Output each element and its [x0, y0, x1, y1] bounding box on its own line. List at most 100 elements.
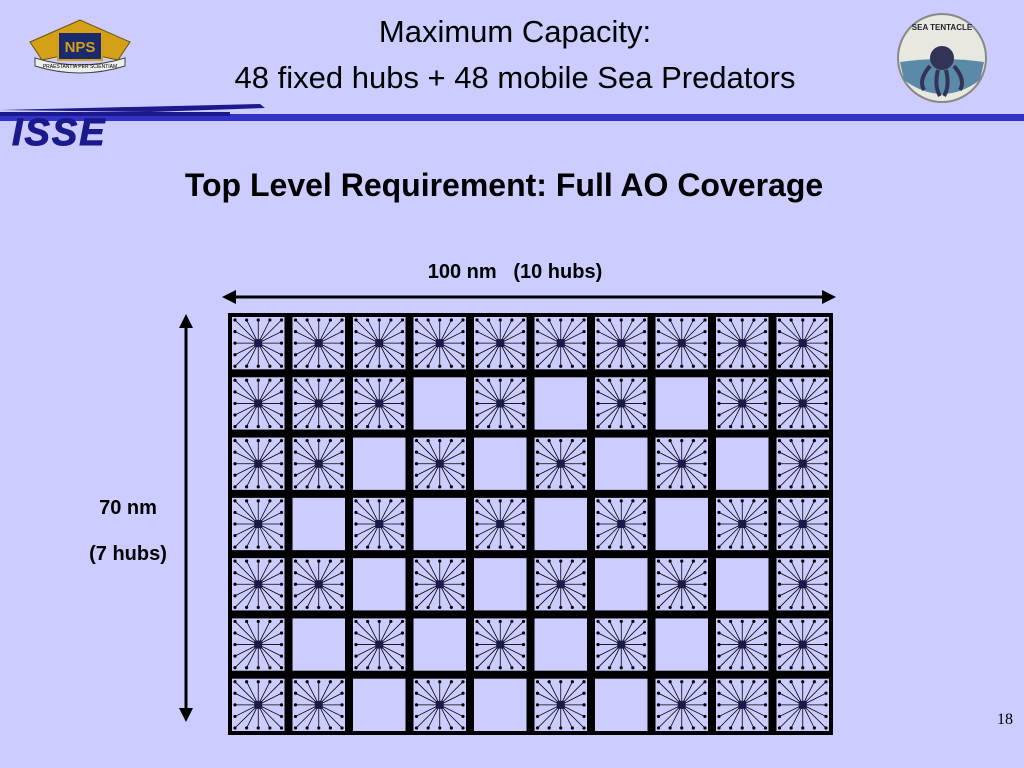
sensor-node: [400, 631, 405, 635]
sensor-node: [461, 571, 465, 575]
sensor-node: [449, 680, 453, 684]
sensor-node: [777, 353, 782, 357]
sensor-node: [812, 499, 816, 503]
sensor-node: [293, 559, 298, 563]
sensor-node: [279, 341, 284, 345]
sensor-node: [233, 642, 237, 647]
hub: [738, 640, 747, 649]
width-arrow: [222, 290, 836, 304]
sensor-node: [777, 631, 782, 635]
sensor-node: [487, 545, 491, 549]
sensor-node: [570, 726, 574, 730]
sensor-node: [824, 499, 828, 503]
sensor-node: [377, 666, 381, 670]
sensor-node: [510, 378, 514, 382]
sensor-node: [366, 378, 370, 382]
sensor-node: [475, 353, 479, 357]
sensor-node: [340, 473, 344, 477]
sensor-node: [824, 413, 828, 417]
sensor-node: [570, 605, 574, 610]
sensor-node: [582, 691, 586, 695]
sensor-node: [547, 318, 551, 322]
sensor-node: [414, 703, 419, 707]
sensor-node: [475, 364, 479, 368]
sensor-node: [691, 438, 695, 443]
sensor-node: [414, 594, 419, 598]
sensor-node: [293, 703, 298, 707]
sensor-node: [233, 353, 237, 357]
sensor-node: [377, 364, 381, 368]
sensor-node: [717, 714, 721, 719]
sensor-node: [461, 438, 465, 443]
sensor-node: [582, 485, 586, 489]
sensor-node: [824, 364, 828, 368]
sensor-node: [293, 594, 298, 598]
grid-cell: [232, 377, 285, 430]
sensor-node: [559, 680, 563, 684]
sensor-node: [233, 450, 237, 454]
sensor-node: [414, 353, 419, 357]
sensor-node: [596, 424, 600, 429]
grid-cell: [232, 618, 285, 671]
grid-cell: [353, 678, 406, 731]
sensor-node: [461, 714, 465, 719]
sensor-node: [233, 329, 237, 334]
sensor-node: [354, 666, 358, 670]
sensor-node: [547, 726, 551, 730]
sensor-node: [631, 364, 635, 368]
sensor-node: [824, 353, 828, 357]
cell-bg: [292, 497, 345, 551]
sensor-node: [729, 680, 733, 684]
sensor-node: [812, 378, 816, 382]
sensor-node: [801, 619, 805, 624]
sensor-node: [340, 450, 344, 454]
sensor-node: [535, 703, 540, 707]
hub: [798, 399, 807, 408]
sensor-node: [752, 666, 756, 670]
sensor-node: [812, 424, 816, 429]
sensor-node: [354, 401, 358, 406]
sensor-node: [340, 680, 344, 684]
sensor-node: [305, 559, 309, 563]
sensor-node: [582, 364, 586, 368]
hub: [617, 640, 626, 649]
sensor-node: [245, 499, 249, 503]
sensor-node: [475, 666, 479, 670]
grid-cell: [232, 437, 285, 490]
sensor-node: [400, 522, 405, 526]
sensor-node: [619, 619, 623, 624]
sensor-node: [256, 485, 260, 489]
sensor-node: [777, 522, 782, 526]
sensor-node: [777, 680, 782, 684]
sensor-node: [400, 341, 405, 345]
sensor-node: [717, 318, 721, 322]
sensor-node: [233, 594, 237, 598]
cell-bg: [474, 437, 527, 490]
cell-bg: [413, 497, 466, 551]
hub: [677, 700, 686, 709]
sensor-node: [789, 485, 793, 489]
sensor-node: [547, 680, 551, 684]
grid-cell: [292, 497, 345, 551]
sensor-node: [245, 666, 249, 670]
grid-cell: [292, 437, 345, 490]
sensor-node: [596, 499, 600, 503]
sensor-node: [354, 499, 358, 503]
sensor-node: [354, 631, 358, 635]
grid-cell: [776, 558, 829, 611]
sensor-node: [279, 473, 284, 477]
sensor-node: [279, 485, 284, 489]
isse-text: ISSE: [12, 112, 107, 154]
sensor-node: [340, 318, 344, 322]
sensor-node: [340, 571, 344, 575]
grid-cell: [413, 377, 466, 430]
sensor-node: [366, 318, 370, 322]
sensor-node: [559, 438, 563, 443]
sensor-node: [535, 353, 540, 357]
grid-cell: [655, 437, 708, 490]
sensor-node: [582, 438, 586, 443]
sensor-node: [535, 571, 540, 575]
sensor-node: [777, 703, 782, 707]
sensor-node: [414, 726, 419, 730]
hub: [496, 339, 505, 348]
